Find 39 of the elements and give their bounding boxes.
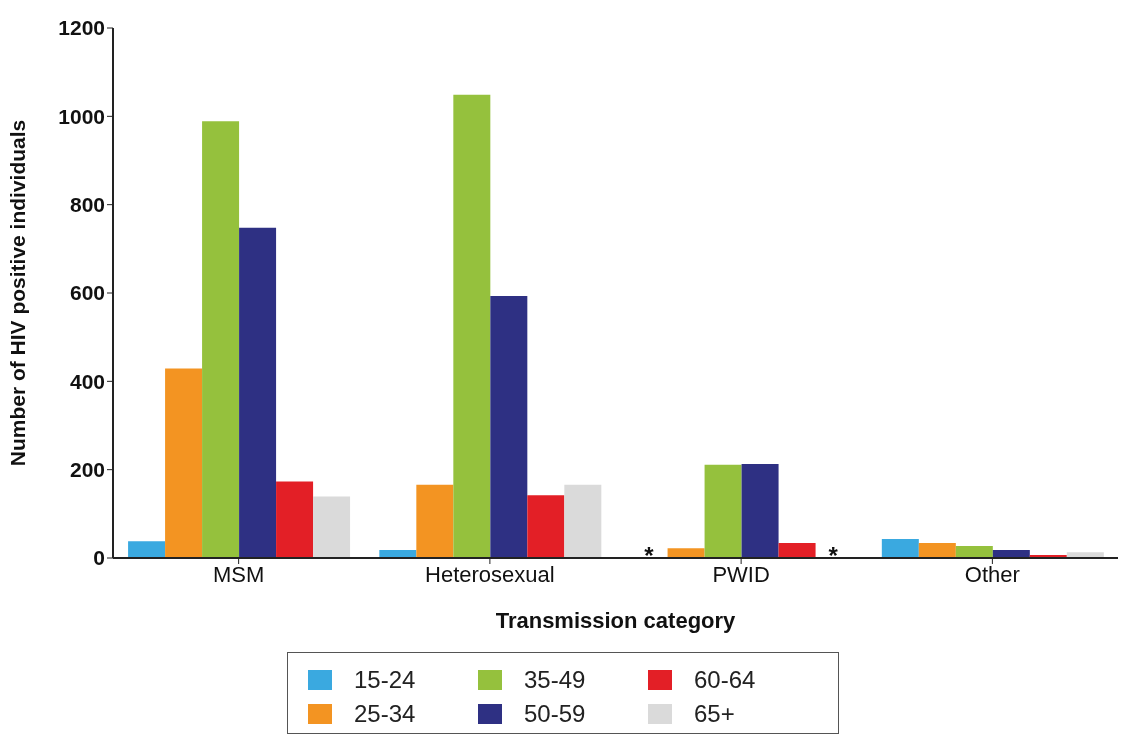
y-tick-label: 1000 <box>58 104 105 128</box>
x-tick-label: MSM <box>212 561 265 587</box>
bar <box>527 495 565 558</box>
y-tick-label: 600 <box>69 281 105 305</box>
x-tick-label: PWID <box>712 561 770 587</box>
bar <box>453 94 491 558</box>
bar <box>667 548 705 558</box>
text: * <box>644 542 654 569</box>
text: * <box>828 542 838 569</box>
bar <box>165 368 203 558</box>
legend-label: 50-59 <box>524 700 586 728</box>
bar <box>276 481 314 558</box>
bar <box>741 463 779 558</box>
legend-label: 15-24 <box>354 666 416 694</box>
legend-label: 65+ <box>694 700 735 728</box>
bar <box>202 121 240 558</box>
bar <box>778 542 816 558</box>
legend-label: 25-34 <box>354 700 416 728</box>
legend-label: 60-64 <box>694 666 756 694</box>
x-tick-label: Heterosexual <box>425 561 555 587</box>
bar <box>881 539 919 558</box>
x-tick-label: Other <box>964 561 1020 587</box>
legend-label: 35-49 <box>524 666 586 694</box>
y-tick-label: 200 <box>69 458 105 482</box>
y-tick-label: 400 <box>69 369 105 393</box>
bar <box>416 484 454 558</box>
bar <box>239 227 277 558</box>
bar <box>704 464 742 558</box>
y-tick-label: 800 <box>69 193 105 217</box>
bar <box>955 546 993 558</box>
bar <box>918 542 956 558</box>
y-tick-label: 1200 <box>58 16 105 40</box>
x-axis-title: Transmission category <box>495 608 737 633</box>
y-axis-title: Number of HIV positive individuals <box>6 119 30 467</box>
bar <box>564 484 602 558</box>
bar <box>128 541 166 558</box>
bar <box>490 296 528 558</box>
bar <box>313 496 351 558</box>
y-tick-label: 0 <box>93 546 105 570</box>
